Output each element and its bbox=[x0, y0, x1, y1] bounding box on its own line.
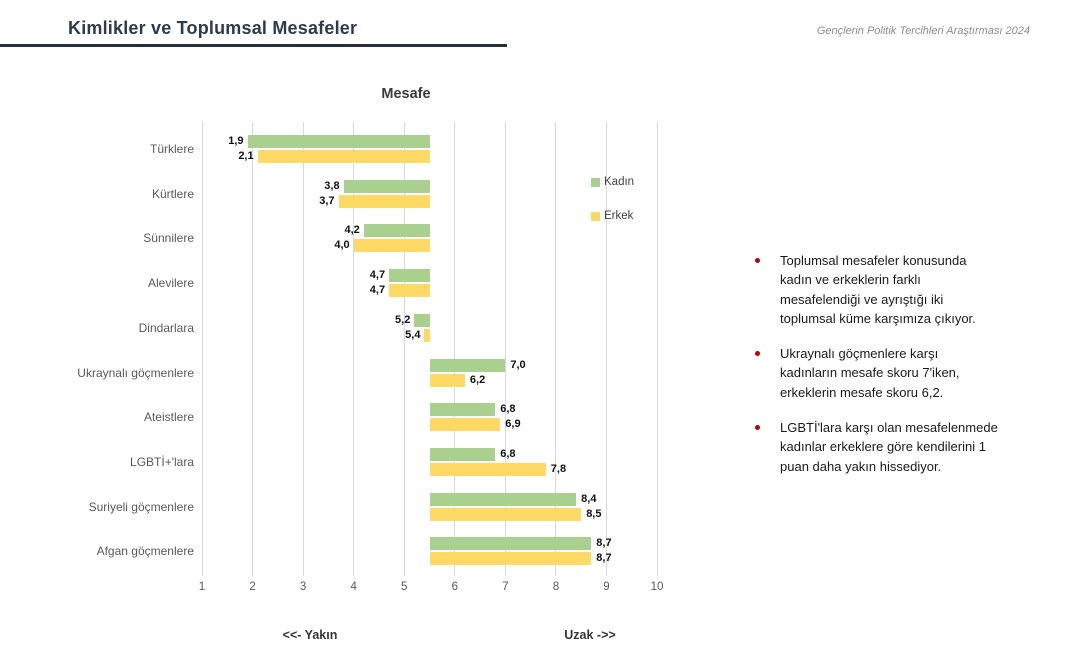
category-label: Sünnilere bbox=[143, 231, 194, 246]
bullet-icon bbox=[755, 258, 760, 263]
value-label: 6,8 bbox=[500, 403, 516, 416]
bar-erkek bbox=[429, 373, 465, 387]
bar-erkek bbox=[257, 150, 430, 163]
value-label: 5,4 bbox=[405, 328, 421, 341]
value-label: 4,0 bbox=[334, 239, 350, 252]
category-label: Dindarlara bbox=[138, 320, 194, 335]
note-text: LGBTİ'lara karşı olan mesafelenmede kadı… bbox=[780, 420, 998, 474]
gridline bbox=[252, 122, 254, 576]
note-text: Toplumsal mesafeler konusunda kadın ve e… bbox=[780, 253, 976, 326]
category-label: Kürtlere bbox=[151, 186, 194, 201]
bar-kadin bbox=[429, 448, 496, 462]
bar-kadin bbox=[429, 537, 592, 551]
value-label: 8,7 bbox=[596, 537, 612, 550]
gridline bbox=[656, 122, 658, 576]
gridline bbox=[302, 122, 304, 576]
value-label: 7,8 bbox=[550, 463, 567, 476]
bar-erkek bbox=[429, 552, 592, 566]
category-label: Afgan göçmenlere bbox=[96, 544, 194, 559]
bar-kadin bbox=[429, 358, 506, 372]
bar-kadin bbox=[429, 492, 577, 506]
bar-kadin bbox=[363, 224, 430, 238]
bar-kadin bbox=[343, 179, 430, 193]
value-label: 2,1 bbox=[238, 150, 254, 162]
axis-caption-near: <<- Yakın bbox=[282, 628, 338, 642]
note-item: LGBTİ'lara karşı olan mesafelenmede kadı… bbox=[755, 418, 1023, 476]
x-axis-tick: 4 bbox=[350, 581, 357, 593]
bar-erkek bbox=[429, 507, 582, 521]
category-label: Türklere bbox=[149, 142, 194, 156]
chart-legend: Kadın Erkek bbox=[591, 176, 634, 244]
note-item: Toplumsal mesafeler konusunda kadın ve e… bbox=[755, 251, 1023, 328]
x-axis-tick: 8 bbox=[552, 581, 560, 593]
erkek-swatch-icon bbox=[591, 211, 600, 221]
category-label: Alevilere bbox=[147, 276, 194, 291]
category-label: Ukraynalı göçmenlere bbox=[77, 365, 194, 380]
value-label: 6,2 bbox=[469, 373, 486, 386]
bar-erkek bbox=[338, 194, 430, 208]
title-underline bbox=[0, 44, 507, 47]
x-axis-tick: 9 bbox=[603, 581, 610, 593]
gridline bbox=[454, 122, 456, 576]
category-label: LGBTİ+'lara bbox=[130, 455, 194, 470]
legend-item-erkek: Erkek bbox=[591, 210, 634, 222]
chart-title: Mesafe bbox=[381, 86, 431, 102]
bar-kadin bbox=[389, 269, 430, 283]
gridline bbox=[605, 122, 607, 576]
bar-erkek bbox=[389, 284, 430, 298]
value-label: 6,9 bbox=[505, 418, 521, 431]
gridline bbox=[403, 122, 405, 576]
value-label: 7,0 bbox=[510, 358, 526, 371]
gridline bbox=[555, 122, 557, 576]
legend-item-kadin: Kadın bbox=[591, 176, 634, 188]
report-subtitle: Gençlerin Politik Tercihleri Araştırması… bbox=[816, 25, 1030, 37]
bar-erkek bbox=[424, 328, 430, 342]
value-label: 6,8 bbox=[500, 448, 516, 461]
category-label: Suriyeli göçmenlere bbox=[88, 499, 194, 514]
gridline bbox=[353, 122, 355, 576]
bar-erkek bbox=[353, 239, 430, 253]
x-axis-tick: 1 bbox=[198, 581, 206, 593]
value-label: 8,4 bbox=[581, 492, 597, 505]
bar-erkek bbox=[429, 463, 546, 477]
value-label: 1,9 bbox=[228, 135, 244, 147]
legend-label-kadin: Kadın bbox=[604, 176, 635, 188]
value-label: 3,8 bbox=[324, 179, 340, 192]
bullet-icon bbox=[755, 351, 760, 357]
x-axis-tick: 3 bbox=[299, 581, 307, 593]
bar-kadin bbox=[429, 403, 496, 417]
value-label: 4,2 bbox=[344, 224, 360, 237]
kadin-swatch-icon bbox=[591, 177, 600, 187]
notes-panel: Toplumsal mesafeler konusunda kadın ve e… bbox=[755, 251, 1023, 492]
x-axis-tick: 7 bbox=[502, 581, 509, 593]
bullet-icon bbox=[755, 425, 760, 431]
value-label: 4,7 bbox=[369, 284, 386, 297]
x-axis-tick: 2 bbox=[249, 581, 256, 593]
bar-kadin bbox=[414, 313, 430, 327]
note-text: Ukraynalı göçmenlere karşı kadınların me… bbox=[780, 346, 960, 400]
gridline bbox=[504, 122, 506, 576]
bar-erkek bbox=[429, 418, 501, 432]
value-label: 3,7 bbox=[319, 194, 335, 207]
bar-kadin bbox=[247, 135, 430, 148]
value-label: 5,2 bbox=[395, 313, 411, 326]
page-title: Kimlikler ve Toplumsal Mesafeler bbox=[68, 18, 358, 38]
value-label: 4,7 bbox=[369, 269, 386, 282]
note-item: Ukraynalı göçmenlere karşı kadınların me… bbox=[755, 344, 1023, 402]
gridline bbox=[201, 122, 203, 576]
x-axis-tick: 10 bbox=[650, 581, 664, 593]
value-label: 8,7 bbox=[596, 552, 612, 565]
category-label: Ateistlere bbox=[143, 410, 194, 425]
x-axis-tick: 6 bbox=[451, 581, 458, 593]
x-axis-tick: 5 bbox=[401, 581, 408, 593]
value-label: 8,5 bbox=[586, 507, 602, 520]
legend-label-erkek: Erkek bbox=[604, 210, 634, 222]
axis-caption-far: Uzak ->> bbox=[564, 628, 616, 642]
